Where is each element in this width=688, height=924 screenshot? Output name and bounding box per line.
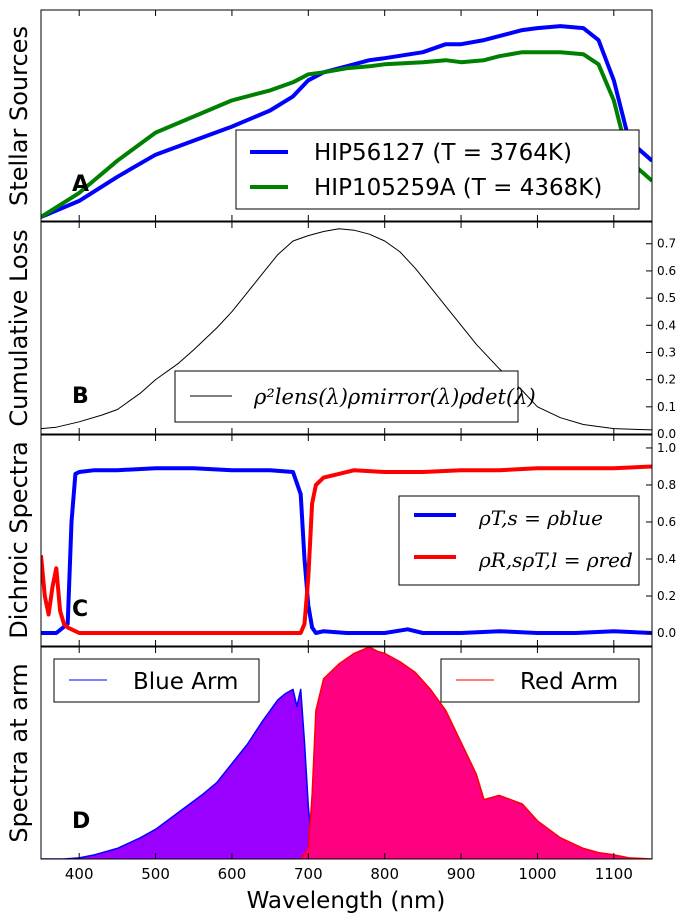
panel-c-series-line-1	[41, 464, 652, 635]
panel-c-series	[41, 464, 652, 635]
panel-a-legend-label-green: HIP105259A (T = 4368K)	[314, 175, 602, 201]
panel-b-legend-box	[174, 370, 519, 423]
panel-b-yticks: 0.0 0.1 0.2 0.3 0.4 0.5 0.6 0.7	[646, 237, 676, 441]
y-tick-label: 0.1	[657, 400, 676, 414]
panel-d-legend-blue: Blue Arm	[53, 658, 260, 703]
panel-b-xticks	[78, 222, 615, 434]
panel-a-series-line-1	[41, 50, 652, 219]
y-tick-label: 0.8	[657, 478, 676, 492]
panel-d-series-line-0	[41, 688, 324, 859]
panel-d-legend-red: Red Arm	[440, 658, 640, 703]
panel-c: 0.0 0.2 0.4 0.6 0.8 1.0 Dichroic Spectra C ρT…	[5, 434, 676, 647]
x-axis-label: Wavelength (nm)	[247, 888, 446, 914]
y-tick-label: 0.2	[657, 589, 676, 603]
panel-b-legend: ρ²lens(λ)ρmirror(λ)ρdet(λ)	[174, 370, 536, 423]
panel-d-xticks: 400 500 600 700 800 900 1000 1100	[65, 647, 633, 883]
panel-d: 400 500 600 700 800 900 1000 1100 Spectra at ar…	[5, 646, 653, 914]
panel-d-ylabel: Spectra at arm	[5, 663, 33, 842]
panel-a-letter: A	[72, 172, 89, 197]
panel-b-frame	[40, 221, 653, 435]
panel-a-ylabel: Stellar Sources	[5, 26, 33, 206]
y-tick-label: 0.3	[657, 345, 676, 359]
panel-b-legend-label: ρ²lens(λ)ρmirror(λ)ρdet(λ)	[253, 385, 536, 409]
panel-d-area-0	[41, 689, 324, 859]
panel-a: Stellar Sources A HIP56127 (T = 3764K) H…	[5, 9, 653, 222]
panel-c-letter: C	[72, 597, 88, 622]
panel-c-xticks	[78, 435, 615, 646]
panel-d-legend-red-label: Red Arm	[520, 669, 618, 695]
panel-c-yticks: 0.0 0.2 0.4 0.6 0.8 1.0	[646, 441, 676, 640]
panel-c-ylabel: Dichroic Spectra	[5, 441, 33, 638]
panel-c-legend: ρT,s = ρblue ρR,sρT,l = ρred	[398, 495, 640, 586]
y-tick-label: 0.0	[657, 626, 676, 640]
y-tick-label: 0.4	[657, 552, 676, 566]
panel-a-legend: HIP56127 (T = 3764K) HIP105259A (T = 436…	[235, 129, 640, 210]
panel-b-letter: B	[72, 384, 89, 409]
x-tick-label: 600	[218, 865, 247, 883]
panel-d-legend-blue-label: Blue Arm	[133, 669, 238, 695]
panel-d-frame	[40, 646, 653, 860]
panel-d-series	[41, 647, 652, 859]
y-tick-label: 0.5	[657, 291, 676, 305]
panel-a-series-line-0	[41, 24, 652, 219]
panel-c-legend-label-blue: ρT,s = ρblue	[478, 506, 603, 530]
y-tick-label: 0.7	[657, 237, 676, 251]
x-tick-label: 1100	[595, 865, 633, 883]
panel-d-series-line-1	[300, 647, 652, 859]
y-tick-label: 0.4	[657, 318, 676, 332]
panel-c-legend-box	[398, 495, 640, 586]
panel-a-xticks	[78, 10, 615, 221]
x-tick-label: 800	[370, 865, 399, 883]
x-tick-label: 400	[65, 865, 94, 883]
y-tick-label: 0.2	[657, 373, 676, 387]
panel-a-series	[41, 24, 652, 219]
panel-c-legend-label-red: ρR,sρT,l = ρred	[478, 548, 633, 572]
panel-a-legend-label-blue: HIP56127 (T = 3764K)	[314, 140, 572, 166]
y-tick-label: 0.0	[657, 427, 676, 441]
x-tick-label: 1000	[518, 865, 556, 883]
panel-b-ylabel: Cumulative Loss	[5, 229, 33, 426]
panel-b: 0.0 0.1 0.2 0.3 0.4 0.5 0.6 0.7 Cumulative Loss…	[5, 221, 676, 441]
panel-d-letter: D	[72, 809, 90, 834]
y-tick-label: 1.0	[657, 441, 676, 455]
x-tick-label: 500	[141, 865, 170, 883]
x-tick-label: 700	[294, 865, 323, 883]
panel-c-series-line-0	[41, 466, 652, 635]
panel-a-legend-box	[235, 129, 640, 210]
panel-c-frame	[40, 434, 653, 647]
panel-d-area-1	[300, 647, 652, 859]
panel-a-frame	[40, 9, 653, 222]
x-tick-label: 900	[447, 865, 476, 883]
y-tick-label: 0.6	[657, 515, 676, 529]
y-tick-label: 0.6	[657, 264, 676, 278]
